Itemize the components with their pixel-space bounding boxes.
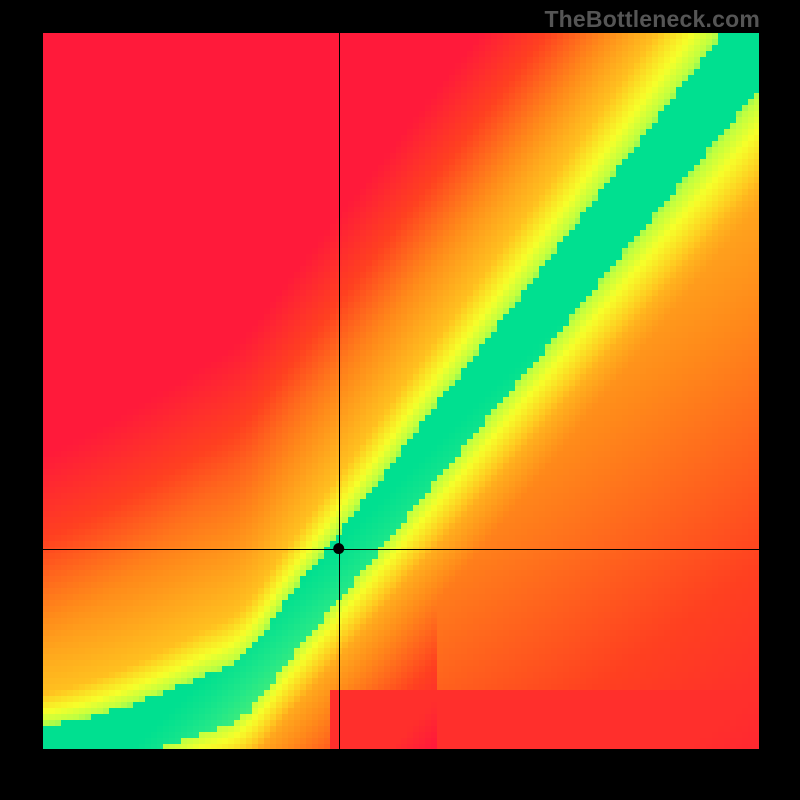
watermark-text: TheBottleneck.com — [544, 6, 760, 33]
bottleneck-heatmap — [43, 33, 759, 749]
plot-area — [43, 33, 759, 749]
chart-container: TheBottleneck.com — [0, 0, 800, 800]
